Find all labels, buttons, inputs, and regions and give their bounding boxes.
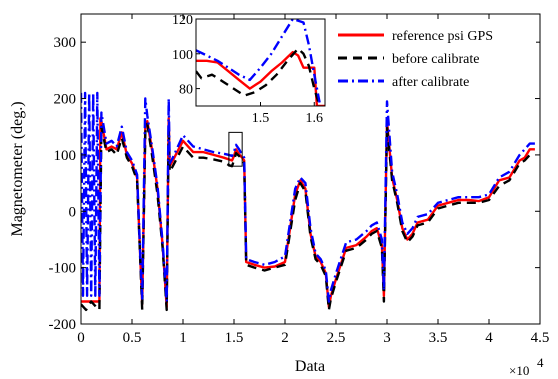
inset-y-tick-label: 120: [172, 13, 193, 28]
inset-series-line-before: [196, 47, 321, 106]
x-tick-label: 1: [179, 330, 187, 346]
x-tick-label: 4.5: [531, 330, 550, 346]
legend: reference psi GPS before calibrate after…: [331, 23, 536, 95]
inset-series-line-reference: [196, 50, 325, 106]
plot-frame: [80, 13, 541, 325]
x-tick-label: 1.5: [225, 330, 244, 346]
x-tick-label: 0: [77, 330, 85, 346]
x-tick-label: 2.5: [327, 330, 346, 346]
zoom-box: [228, 131, 243, 167]
inset-series-line-after: [196, 19, 321, 103]
inset-y-tick-label: 80: [179, 83, 193, 98]
series-line-after: [81, 91, 535, 303]
y-tick-label: 100: [54, 148, 77, 164]
x-tick-label: 0.5: [123, 330, 142, 346]
series-line-before: [81, 122, 535, 312]
y-tick-label: -200: [49, 317, 77, 333]
x-multiplier-base: ×10: [509, 363, 529, 378]
series-line-reference: [81, 117, 535, 309]
inset-x-tick-label: 1.5: [252, 111, 270, 126]
y-tick-label: -100: [49, 261, 77, 277]
x-tick-label: 4: [485, 330, 493, 346]
legend-label-before: before calibrate: [392, 52, 479, 67]
x-multiplier: ×10 4: [509, 355, 544, 378]
x-tick-label: 3: [383, 330, 391, 346]
x-multiplier-exponent: 4: [537, 355, 544, 370]
x-tick-label: 3.5: [429, 330, 448, 346]
inset-plot: 1.5 1.6 80 100 120: [172, 13, 326, 126]
y-tick-label: 300: [54, 35, 77, 51]
legend-label-reference: reference psi GPS: [392, 29, 493, 44]
inset-x-tick-label: 1.6: [306, 111, 324, 126]
y-tick-label: 200: [54, 92, 77, 108]
x-axis-label: Data: [295, 358, 325, 375]
legend-label-after: after calibrate: [392, 75, 469, 90]
y-tick-label: 0: [69, 204, 77, 220]
inset-y-tick-label: 100: [172, 48, 193, 63]
y-axis-label: Magnetometer (deg.): [9, 101, 26, 236]
x-tick-label: 2: [281, 330, 289, 346]
